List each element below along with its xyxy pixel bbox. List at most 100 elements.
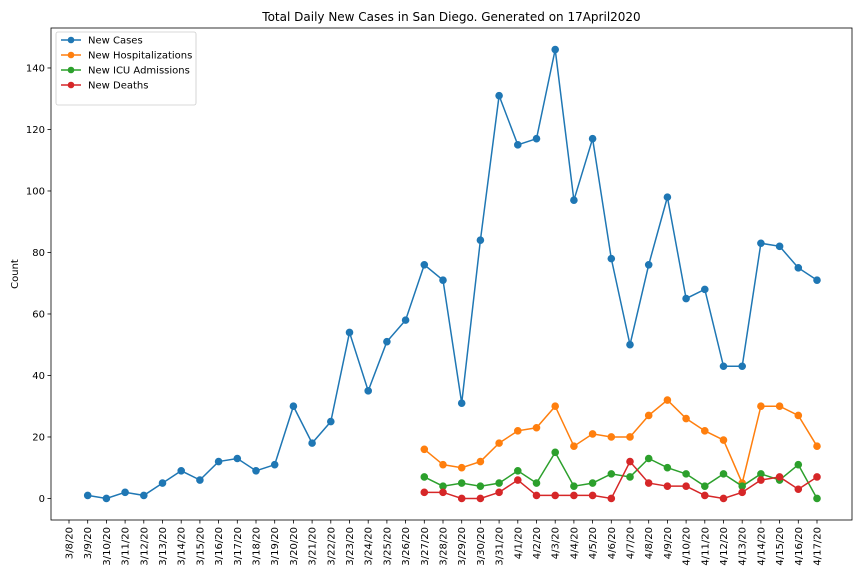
x-tick-label: 3/11/20: [121, 527, 132, 566]
data-point-new-hospitalizations: [570, 442, 578, 451]
data-point-new-hospitalizations: [644, 411, 653, 420]
data-point-new-cases: [570, 196, 578, 204]
data-point-new-cases: [214, 457, 223, 466]
data-point-new-cases: [327, 417, 335, 426]
x-tick-label: 3/18/20: [252, 527, 263, 566]
data-point-new-cases: [551, 45, 560, 54]
data-point-new-cases: [644, 260, 653, 269]
data-point-new-deaths: [420, 488, 429, 497]
data-point-new-icu-admissions: [570, 482, 578, 490]
data-point-new-cases: [794, 264, 803, 272]
x-tick-label: 3/27/20: [420, 527, 431, 566]
x-tick-label: 3/12/20: [139, 527, 150, 566]
data-point-new-cases: [252, 467, 260, 475]
x-tick-label: 3/31/20: [495, 527, 506, 566]
data-point-new-cases: [682, 294, 690, 303]
data-point-new-icu-admissions: [439, 482, 447, 490]
data-point-new-cases: [233, 454, 242, 463]
x-tick-label: 4/12/20: [719, 527, 730, 566]
data-point-new-hospitalizations: [532, 423, 541, 432]
series-line-new-cases: [87, 49, 818, 500]
data-point-new-deaths: [457, 494, 466, 503]
data-point-new-cases: [607, 254, 616, 263]
data-point-new-hospitalizations: [775, 402, 784, 411]
data-point-new-hospitalizations: [439, 460, 447, 469]
data-point-new-deaths: [794, 485, 803, 494]
data-point-new-cases: [719, 362, 728, 371]
data-point-new-cases: [140, 491, 148, 500]
data-point-new-cases: [514, 141, 522, 149]
data-point-new-deaths: [663, 482, 672, 490]
data-point-new-hospitalizations: [607, 433, 616, 441]
x-tick-label: 4/7/20: [626, 527, 637, 559]
data-point-new-cases: [701, 285, 709, 294]
data-point-new-hospitalizations: [663, 396, 672, 404]
data-point-new-cases: [439, 276, 447, 284]
data-point-new-deaths: [626, 457, 634, 466]
data-point-new-icu-admissions: [719, 470, 728, 478]
data-point-new-deaths: [439, 488, 447, 497]
data-point-new-hospitalizations: [719, 436, 728, 444]
x-tick-label: 3/24/20: [364, 527, 375, 566]
data-point-new-deaths: [551, 491, 560, 500]
x-tick-label: 4/9/20: [663, 527, 674, 559]
x-tick-label: 3/30/20: [476, 527, 487, 566]
y-tick-label: 140: [26, 63, 45, 74]
data-point-new-icu-admissions: [551, 448, 560, 457]
x-tick-label: 4/6/20: [607, 527, 618, 559]
data-point-new-deaths: [607, 494, 616, 503]
data-point-new-cases: [588, 134, 597, 143]
data-point-new-deaths: [495, 488, 503, 497]
x-tick-label: 4/1/20: [513, 527, 524, 559]
data-point-new-deaths: [476, 494, 485, 503]
data-point-new-icu-admissions: [794, 460, 803, 469]
data-point-new-hospitalizations: [514, 427, 522, 435]
series-new-deaths: [420, 457, 821, 503]
legend-entry-new-hospitalizations: New Hospitalizations: [61, 51, 192, 62]
data-point-new-hospitalizations: [626, 433, 634, 441]
x-tick-label: 3/8/20: [65, 527, 76, 559]
x-tick-label: 4/11/20: [700, 527, 711, 566]
x-tick-label: 3/15/20: [195, 527, 206, 566]
data-point-new-icu-admissions: [514, 467, 522, 475]
series-new-icu-admissions: [420, 448, 821, 503]
data-point-new-icu-admissions: [682, 470, 690, 478]
y-tick-label: 100: [26, 186, 45, 197]
y-tick-label: 40: [32, 371, 45, 382]
data-point-new-deaths: [514, 476, 522, 484]
data-point-new-hospitalizations: [813, 442, 821, 451]
x-tick-label: 4/13/20: [738, 527, 749, 566]
data-point-new-hospitalizations: [476, 457, 485, 466]
x-tick-label: 3/10/20: [102, 527, 113, 566]
data-point-new-hospitalizations: [757, 402, 765, 411]
x-tick-label: 3/25/20: [382, 527, 393, 566]
data-point-new-cases: [83, 491, 92, 500]
x-tick-label: 3/9/20: [83, 527, 94, 559]
data-point-new-deaths: [719, 494, 728, 503]
data-point-new-cases: [102, 494, 111, 503]
data-point-new-cases: [383, 337, 391, 346]
y-tick-label: 60: [32, 309, 45, 320]
legend-marker: [67, 81, 75, 89]
data-point-new-cases: [738, 362, 747, 371]
series-line-new-icu-admissions: [423, 450, 818, 499]
data-point-new-cases: [401, 316, 410, 324]
data-point-new-cases: [289, 402, 298, 411]
data-point-new-hospitalizations: [588, 430, 597, 438]
data-point-new-hospitalizations: [551, 402, 560, 411]
x-tick-label: 3/13/20: [158, 527, 169, 566]
data-point-new-hospitalizations: [682, 414, 690, 423]
data-point-new-icu-admissions: [757, 470, 765, 478]
data-point-new-deaths: [644, 479, 653, 487]
data-point-new-deaths: [682, 482, 690, 490]
data-point-new-icu-admissions: [588, 479, 597, 487]
legend-label: New Cases: [88, 36, 143, 47]
data-point-new-cases: [626, 340, 634, 349]
y-tick-label: 0: [39, 494, 45, 505]
x-tick-label: 3/26/20: [401, 527, 412, 566]
x-tick-label: 4/14/20: [756, 527, 767, 566]
data-point-new-icu-admissions: [663, 463, 672, 472]
x-tick-label: 4/3/20: [551, 527, 562, 559]
x-tick-label: 3/23/20: [345, 527, 356, 566]
data-point-new-deaths: [775, 473, 784, 481]
